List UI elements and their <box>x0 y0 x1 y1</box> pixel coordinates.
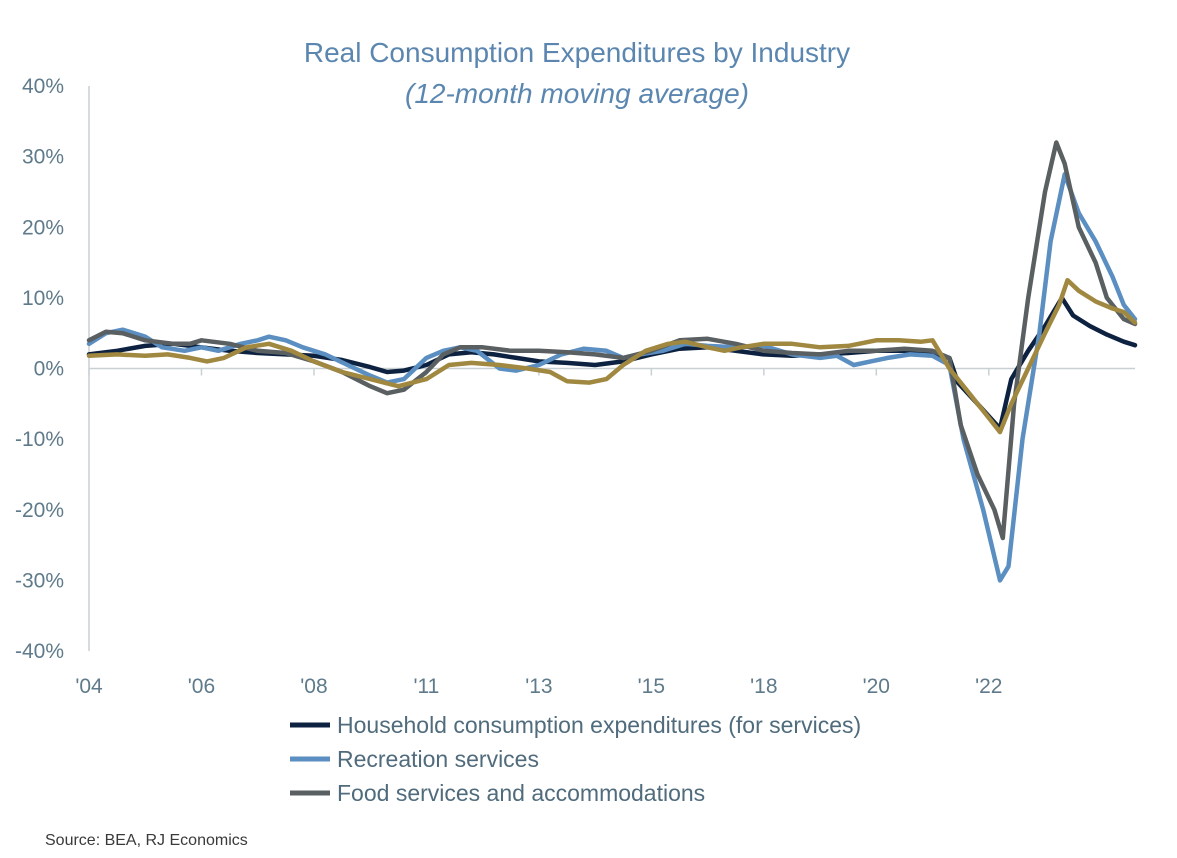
y-tick-label: -30% <box>15 569 64 592</box>
x-axis-ticks: '04 '06 '08 '11 '13 '15 '18 '20 '22 <box>75 675 1002 698</box>
x-tick-label: '22 <box>975 675 1002 698</box>
series-line-2 <box>86 172 1138 583</box>
source-note: Source: BEA, RJ Economics <box>45 832 248 849</box>
series-line-4 <box>86 277 1138 435</box>
chart-subtitle: (12-month moving average) <box>405 78 749 109</box>
series-line-1 <box>86 295 1138 431</box>
x-tick-label: '06 <box>188 675 215 698</box>
series-line-3 <box>86 140 1138 541</box>
y-tick-label: -20% <box>15 499 64 522</box>
x-tick-label: '08 <box>300 675 327 698</box>
y-tick-label: -10% <box>15 428 64 451</box>
x-tick-label: '15 <box>638 675 665 698</box>
x-tick-label: '11 <box>414 675 440 698</box>
series-group <box>86 140 1138 583</box>
x-tick-label: '13 <box>525 675 552 698</box>
legend: Household consumption expenditures (for … <box>290 712 861 806</box>
y-tick-label: 40% <box>22 75 64 98</box>
legend-label: Recreation services <box>337 746 539 772</box>
y-tick-label: -40% <box>15 640 64 663</box>
x-tick-label: '20 <box>863 675 890 698</box>
y-tick-label: 20% <box>22 216 64 239</box>
y-tick-label: 30% <box>22 146 64 169</box>
y-axis-ticks: 40% 30% 20% 10% 0% -10% -20% -30% -40% <box>15 75 64 663</box>
legend-label: Household consumption expenditures (for … <box>337 712 861 738</box>
chart-title: Real Consumption Expenditures by Industr… <box>304 37 850 68</box>
legend-label: Food services and accommodations <box>337 780 705 806</box>
x-tick-label: '18 <box>750 675 777 698</box>
y-tick-label: 0% <box>34 358 64 381</box>
x-tick-label: '04 <box>75 675 103 698</box>
y-tick-label: 10% <box>22 287 64 310</box>
